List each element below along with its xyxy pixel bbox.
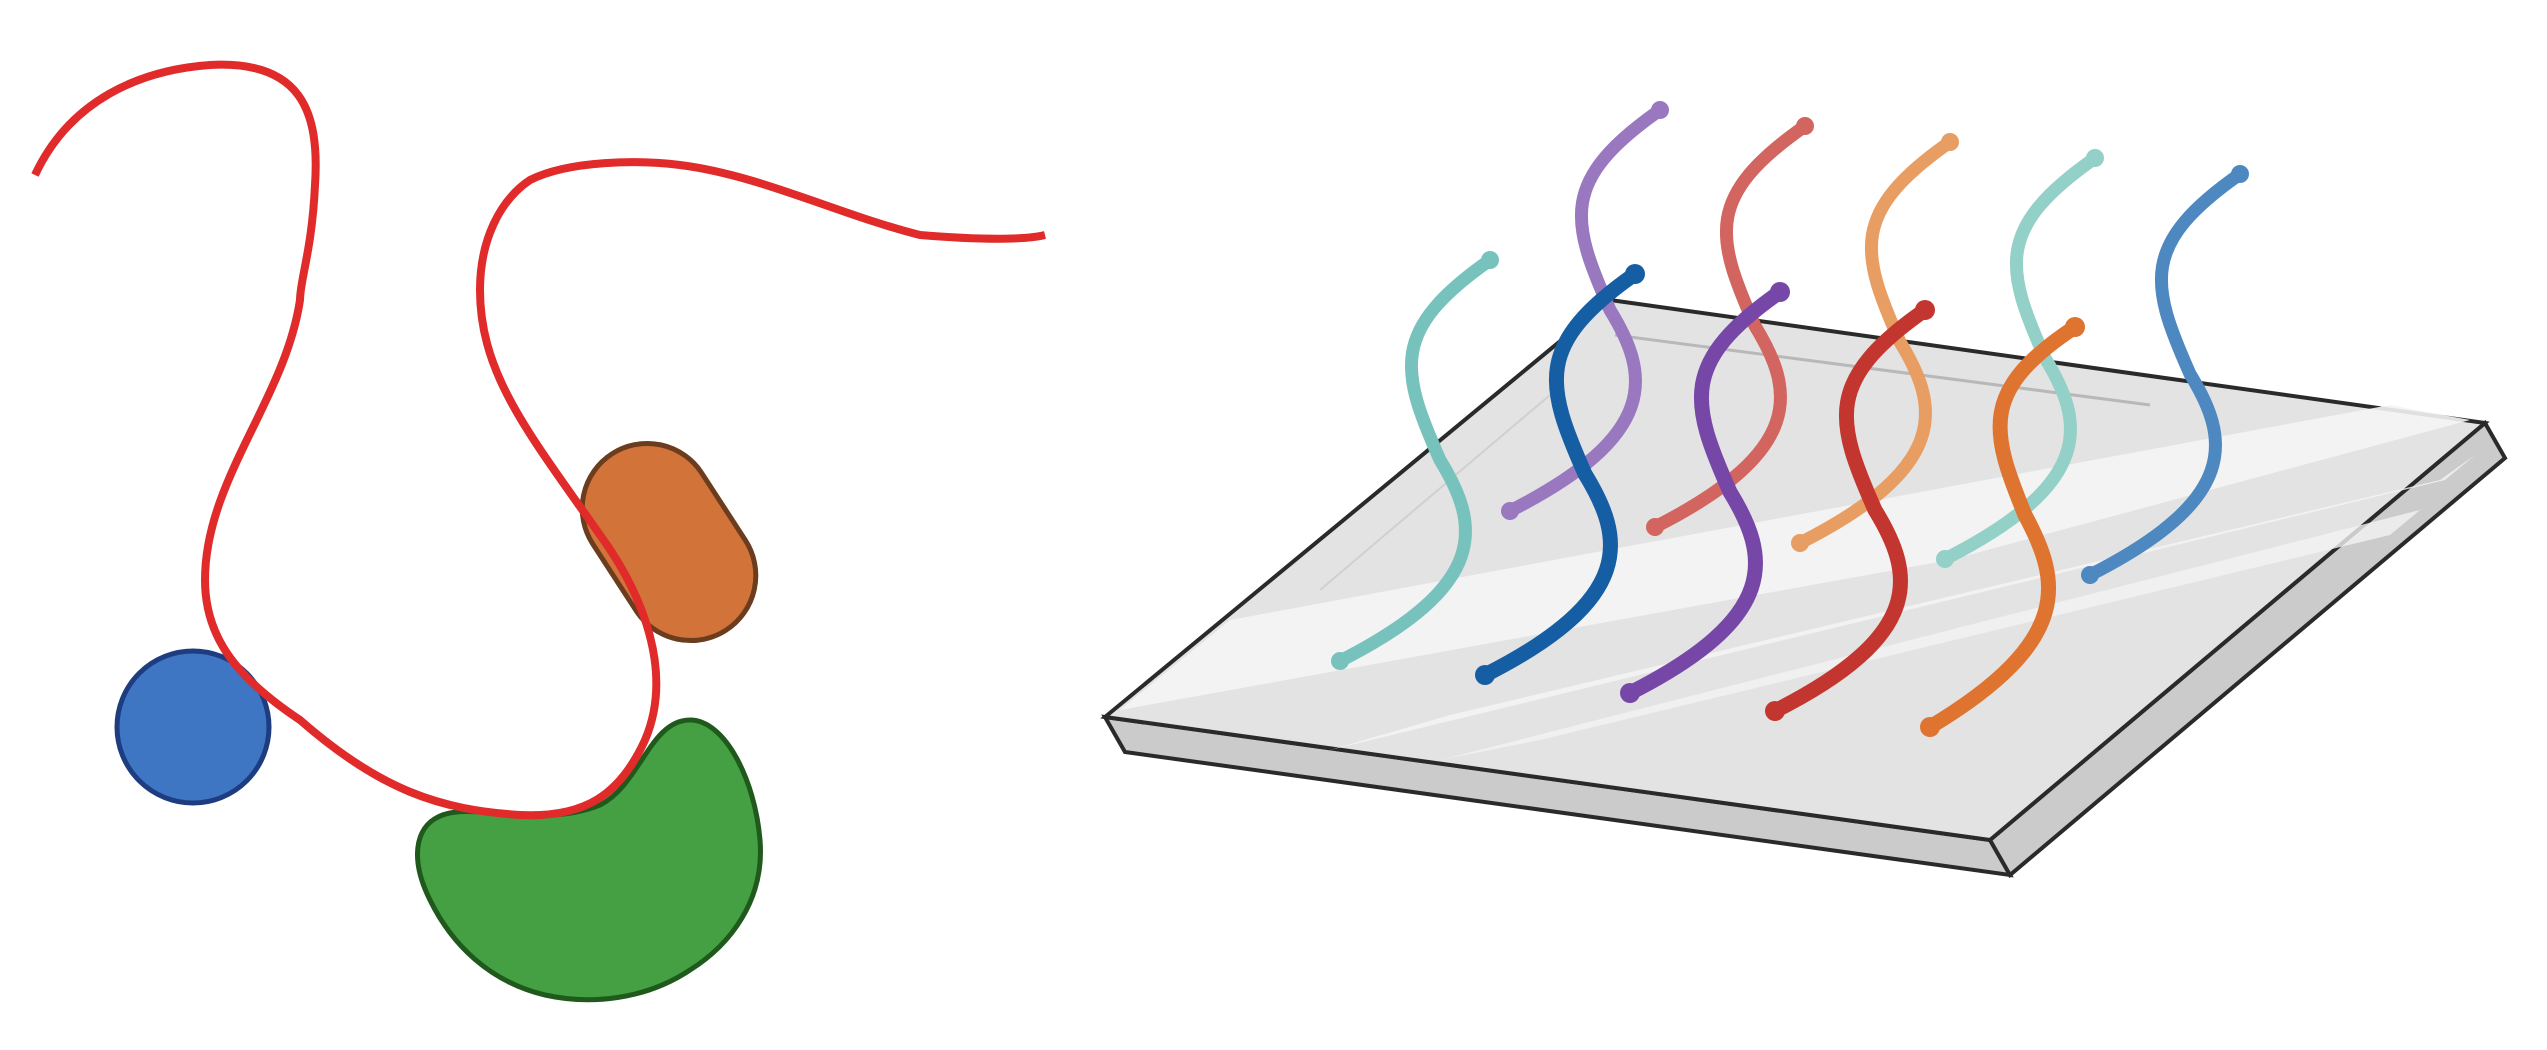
- green-blob: [415, 717, 763, 1003]
- orange-capsule: [579, 440, 759, 644]
- chain-steel-blue: [2081, 165, 2249, 584]
- chain-dark-blue: [1475, 264, 1645, 685]
- chain-light-orange: [1791, 133, 1959, 552]
- chain-purple: [1620, 282, 1790, 703]
- surface-slab: [1100, 297, 2508, 879]
- chain-teal-1: [1331, 251, 1499, 670]
- grafted-chains-back-row: [1331, 101, 2249, 670]
- slab-reflection-line-2: [1319, 394, 1551, 591]
- left-panel: [31, 60, 1046, 1003]
- chain-salmon: [1646, 117, 1814, 536]
- chain-orange: [1920, 317, 2085, 737]
- blue-sphere: [114, 648, 272, 806]
- red-polymer-chain: [31, 60, 1046, 820]
- slab-highlight-1: [1120, 405, 2470, 710]
- slab-highlight-2: [1330, 455, 2475, 750]
- slab-highlight-3: [1440, 510, 2420, 760]
- chain-dark-red: [1765, 300, 1935, 721]
- grafted-chains-front-row: [1475, 264, 2085, 737]
- chain-lavender: [1501, 101, 1669, 520]
